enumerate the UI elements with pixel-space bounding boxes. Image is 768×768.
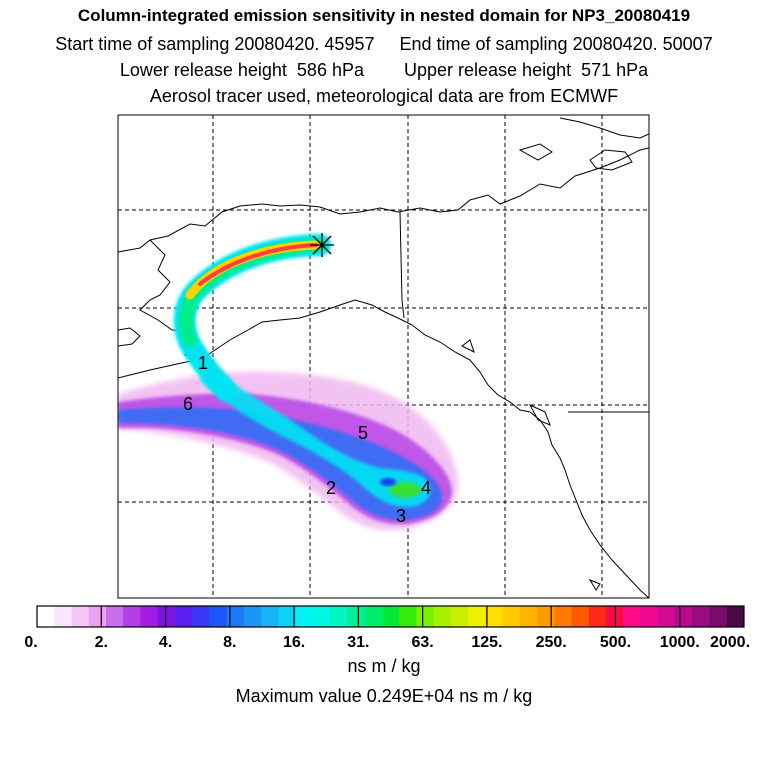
- asterisk-icon: [310, 233, 334, 257]
- tracer-info-line: Aerosol tracer used, meteorological data…: [149, 86, 619, 106]
- day-label: 3: [396, 506, 406, 526]
- day-label: 2: [326, 478, 336, 498]
- day-label: 1: [198, 353, 208, 373]
- colorbar-unit-label: ns m / kg: [347, 656, 421, 676]
- graticule: [118, 115, 649, 598]
- map-frame: [117, 114, 650, 599]
- plot-title: Column-integrated emission sensitivity i…: [77, 6, 691, 25]
- release-height-line: Lower release height 586 hPa Upper relea…: [119, 60, 649, 80]
- sampling-time-line: Start time of sampling 20080420. 45957 E…: [55, 34, 713, 54]
- sensitivity-plume: [118, 234, 459, 531]
- day-label: 5: [358, 423, 368, 443]
- maximum-value-label: Maximum value 0.249E+04 ns m / kg: [235, 686, 533, 706]
- day-label: 6: [183, 394, 193, 414]
- day-label: 4: [421, 478, 431, 498]
